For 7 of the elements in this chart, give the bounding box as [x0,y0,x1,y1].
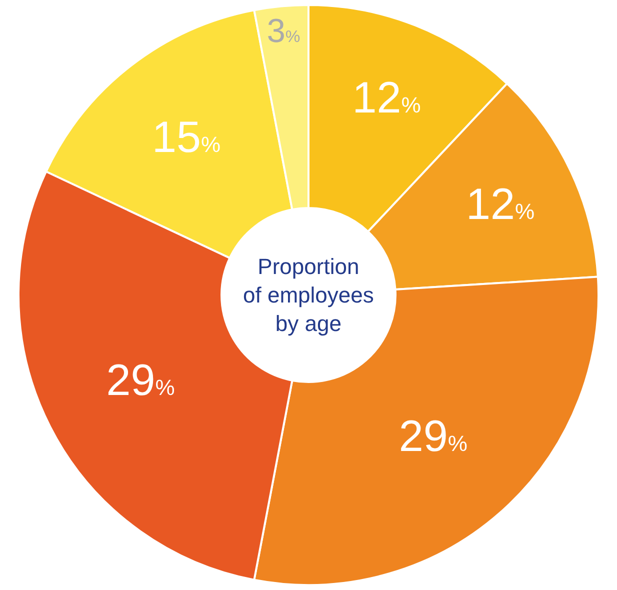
data-label: 29% [106,356,175,406]
data-label: 12% [466,180,535,230]
data-label: 15% [152,112,221,162]
data-label: 3% [266,13,300,50]
data-label: 29% [398,412,468,461]
data-label: 12% [352,73,421,122]
text: Proportion of employees by age [243,254,374,336]
